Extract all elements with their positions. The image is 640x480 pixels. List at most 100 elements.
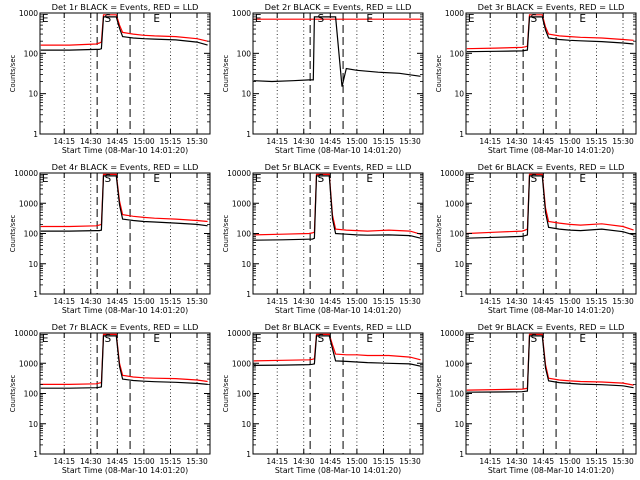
y-tick-label: 100 <box>24 49 39 58</box>
y-tick-label: 1 <box>246 290 251 299</box>
x-tick-label: 15:30 <box>612 137 634 146</box>
phase-marker-label: E <box>255 333 262 345</box>
x-tick-label: 15:15 <box>586 297 608 306</box>
chart-title: Det 9r BLACK = Events, RED = LLD <box>478 322 625 332</box>
x-tick-label: 15:30 <box>612 297 634 306</box>
chart-title: Det 3r BLACK = Events, RED = LLD <box>478 2 625 12</box>
x-tick-label: 14:45 <box>107 297 129 306</box>
x-tick-label: 15:30 <box>186 137 208 146</box>
y-tick-label: 1 <box>33 450 38 459</box>
x-tick-label: 15:30 <box>399 297 421 306</box>
chart-panel-3: Det 3r BLACK = Events, RED = LLD 1 10 100 10… <box>435 2 637 155</box>
lld-series-line <box>253 173 421 236</box>
events-series-line <box>40 175 208 232</box>
y-tick-label: 10 <box>241 90 251 99</box>
y-tick-label: 1000 <box>445 199 464 208</box>
x-tick-label: 14:45 <box>320 457 342 466</box>
plot-frame <box>252 12 424 135</box>
x-tick-label: 15:00 <box>559 457 581 466</box>
y-axis-label: Counts/sec <box>9 215 17 253</box>
x-tick-label: 15:00 <box>346 457 368 466</box>
phase-marker-label: S <box>318 333 325 345</box>
chart-panel-7: Det 7r BLACK = Events, RED = LLD 1 10 100 10… <box>9 322 211 475</box>
y-tick-label: 1000 <box>19 199 38 208</box>
y-tick-label: 10000 <box>14 329 38 338</box>
lld-series-line <box>40 14 208 46</box>
lld-series-line <box>40 173 208 228</box>
phase-marker-label: E <box>153 333 160 345</box>
x-tick-label: 14:15 <box>53 297 75 306</box>
y-axis-label: Counts/sec <box>222 375 230 413</box>
y-axis-label: Counts/sec <box>9 375 17 413</box>
x-axis-label: Start Time (08-Mar-10 14:01:20) <box>275 466 401 475</box>
y-tick-label: 100 <box>450 49 465 58</box>
y-axis-label: Counts/sec <box>9 55 17 93</box>
lld-series-line <box>466 173 634 235</box>
x-tick-label: 14:15 <box>266 137 288 146</box>
phase-marker-label: E <box>366 333 373 345</box>
y-tick-label: 1000 <box>445 9 464 18</box>
y-tick-label: 1 <box>246 130 251 139</box>
y-tick-label: 10000 <box>440 169 464 178</box>
x-tick-label: 14:15 <box>266 457 288 466</box>
x-tick-label: 15:00 <box>133 457 155 466</box>
y-tick-label: 1000 <box>445 359 464 368</box>
plot-frame <box>39 12 211 135</box>
x-tick-label: 15:15 <box>373 457 395 466</box>
phase-marker-label: E <box>42 333 49 345</box>
y-tick-label: 10 <box>241 260 251 269</box>
phase-marker-label: E <box>579 173 586 185</box>
y-tick-label: 100 <box>237 230 252 239</box>
x-tick-label: 14:15 <box>479 457 501 466</box>
phase-marker-label: E <box>153 173 160 185</box>
x-tick-label: 14:45 <box>107 137 129 146</box>
y-tick-label: 1 <box>246 450 251 459</box>
chart-title: Det 6r BLACK = Events, RED = LLD <box>478 162 625 172</box>
y-tick-label: 10 <box>454 260 464 269</box>
x-tick-label: 15:15 <box>160 457 182 466</box>
y-tick-label: 10000 <box>14 169 38 178</box>
lld-series-line <box>466 14 634 50</box>
x-tick-label: 15:15 <box>373 297 395 306</box>
x-tick-label: 14:30 <box>80 137 102 146</box>
plot-frame <box>465 332 637 455</box>
x-tick-label: 15:00 <box>346 297 368 306</box>
y-tick-label: 1000 <box>232 199 251 208</box>
phase-marker-label: S <box>318 173 325 185</box>
x-axis-label: Start Time (08-Mar-10 14:01:20) <box>275 146 401 155</box>
x-tick-label: 15:30 <box>186 297 208 306</box>
x-tick-label: 15:15 <box>160 137 182 146</box>
y-tick-label: 10000 <box>227 329 251 338</box>
x-tick-label: 15:30 <box>399 457 421 466</box>
phase-marker-label: E <box>42 173 49 185</box>
x-tick-label: 15:30 <box>612 457 634 466</box>
events-series-line <box>40 335 208 389</box>
events-series-line <box>253 16 421 87</box>
phase-marker-label: S <box>318 13 325 25</box>
x-tick-label: 15:00 <box>133 297 155 306</box>
y-tick-label: 1 <box>459 130 464 139</box>
y-tick-label: 10 <box>28 90 38 99</box>
chart-title: Det 5r BLACK = Events, RED = LLD <box>265 162 412 172</box>
phase-marker-label: S <box>105 333 112 345</box>
x-tick-label: 14:30 <box>293 457 315 466</box>
x-tick-label: 14:45 <box>107 457 129 466</box>
y-tick-label: 10 <box>454 90 464 99</box>
phase-marker-label: E <box>42 13 49 25</box>
y-tick-label: 100 <box>237 390 252 399</box>
chart-panel-2: Det 2r BLACK = Events, RED = LLD 1 10 100 10… <box>222 2 424 155</box>
y-tick-label: 10000 <box>227 169 251 178</box>
x-tick-label: 14:15 <box>53 137 75 146</box>
x-axis-label: Start Time (08-Mar-10 14:01:20) <box>275 306 401 315</box>
y-tick-label: 100 <box>237 49 252 58</box>
x-tick-label: 14:30 <box>293 297 315 306</box>
y-tick-label: 1 <box>33 130 38 139</box>
x-tick-label: 15:00 <box>133 137 155 146</box>
phase-marker-label: E <box>468 173 475 185</box>
chart-panel-4: Det 4r BLACK = Events, RED = LLD 1 10 100 10… <box>9 162 211 315</box>
plot-frame <box>39 172 211 295</box>
chart-panel-1: Det 1r BLACK = Events, RED = LLD 1 10 100 10… <box>9 2 211 155</box>
x-tick-label: 15:15 <box>160 297 182 306</box>
chart-panel-8: Det 8r BLACK = Events, RED = LLD 1 10 100 10… <box>222 322 424 475</box>
